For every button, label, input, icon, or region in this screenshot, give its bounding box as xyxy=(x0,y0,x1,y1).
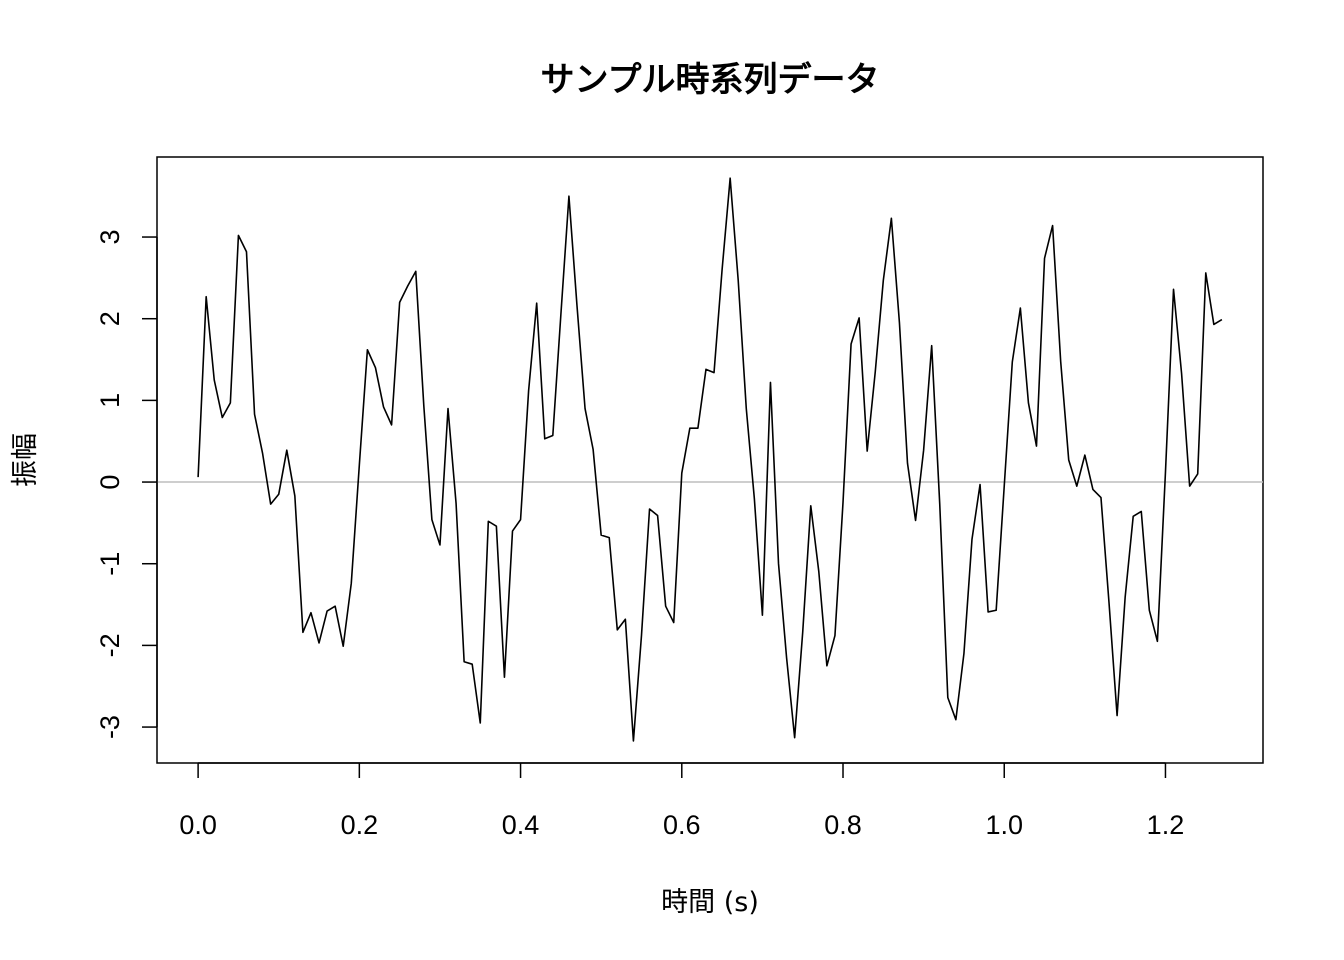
y-tick-label: -1 xyxy=(95,552,125,576)
y-tick-label: 3 xyxy=(95,230,125,245)
x-tick-label: 0.0 xyxy=(179,810,217,840)
x-tick-label: 0.8 xyxy=(824,810,862,840)
chart-title: サンプル時系列データ xyxy=(541,60,880,100)
series-line xyxy=(197,177,1223,742)
x-tick-label: 0.4 xyxy=(502,810,540,840)
y-axis-label: 振幅 xyxy=(10,433,41,487)
y-tick-label: 1 xyxy=(95,393,125,408)
x-axis-label: 時間 (s) xyxy=(661,887,759,918)
plot-frame xyxy=(156,156,1264,764)
y-tick-label: 2 xyxy=(95,311,125,326)
x-tick-label: 0.2 xyxy=(341,810,379,840)
y-tick-label: 0 xyxy=(95,475,125,490)
x-tick-label: 1.0 xyxy=(985,810,1023,840)
y-axis: -3 -2 -1 0 1 2 3 xyxy=(95,230,158,739)
x-tick-label: 0.6 xyxy=(663,810,701,840)
y-tick-label: -2 xyxy=(95,633,125,657)
x-tick-label: 1.2 xyxy=(1147,810,1185,840)
y-tick-label: -3 xyxy=(95,715,125,739)
x-axis: 0.0 0.2 0.4 0.6 0.8 1.0 1.2 xyxy=(179,762,1185,840)
